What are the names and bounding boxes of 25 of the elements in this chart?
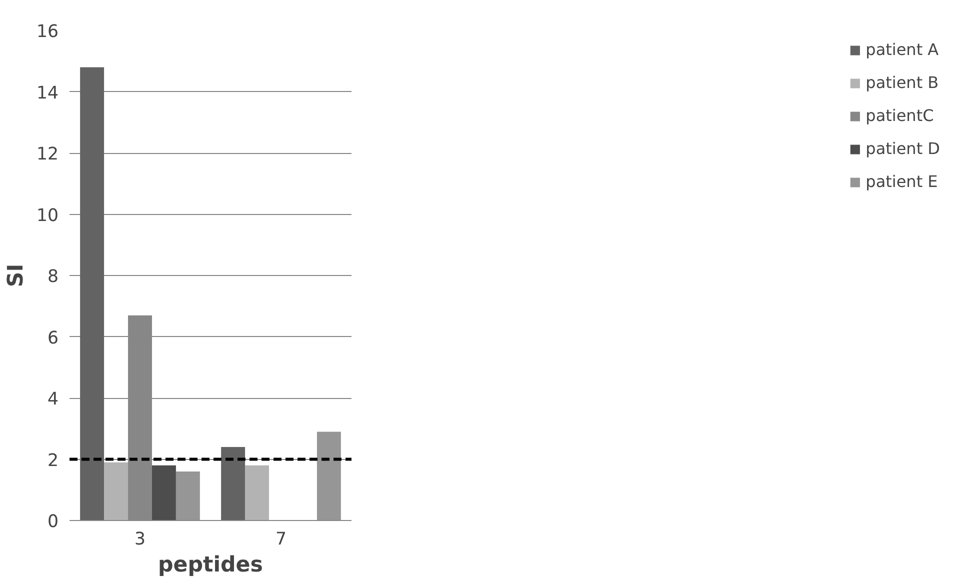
bar xyxy=(221,447,246,520)
y-tick-label: 0 xyxy=(47,512,59,532)
bar xyxy=(176,472,200,520)
y-tick-label: 16 xyxy=(36,22,59,42)
bar xyxy=(316,432,341,520)
y-tick-label: 8 xyxy=(47,267,59,287)
bar xyxy=(104,462,128,520)
y-tick-label: 14 xyxy=(36,83,59,104)
x-tick-label: 7 xyxy=(275,530,287,550)
x-axis-title: peptides xyxy=(158,552,263,578)
bar xyxy=(152,465,176,520)
legend-label: patientC xyxy=(866,106,934,125)
y-tick-label: 4 xyxy=(47,390,59,410)
x-tick-label: 3 xyxy=(134,530,146,550)
legend-label: patient A xyxy=(866,40,939,59)
y-tick-label: 6 xyxy=(47,328,59,348)
y-tick-label: 2 xyxy=(47,450,59,471)
bar xyxy=(245,465,270,520)
bar xyxy=(80,67,104,520)
legend-label: patient D xyxy=(866,139,940,158)
legend-label: patient E xyxy=(866,172,938,191)
y-tick-label: 10 xyxy=(36,206,59,226)
y-tick-label: 12 xyxy=(36,144,59,164)
legend-label: patient B xyxy=(866,73,939,92)
y-axis-title: SI xyxy=(3,264,28,288)
